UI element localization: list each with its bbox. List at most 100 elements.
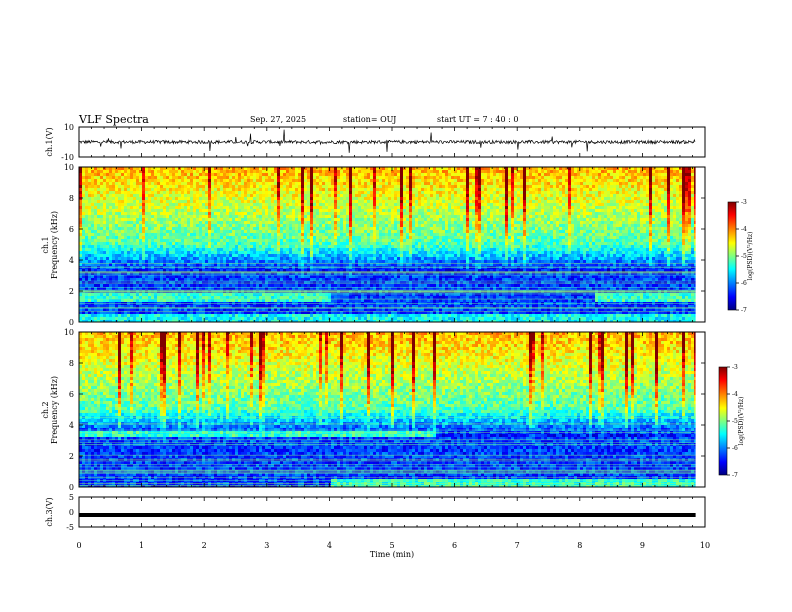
spectrogram-cell	[205, 182, 209, 186]
spectrogram-cell	[352, 215, 356, 219]
spectrogram-cell	[277, 281, 281, 285]
spectrogram-cell	[280, 266, 284, 270]
spectrogram-cell	[286, 242, 290, 246]
spectrogram-cell	[139, 227, 143, 231]
spectrogram-cell	[160, 242, 164, 246]
spectrogram-cell	[187, 257, 191, 261]
spectrogram-cell	[145, 254, 149, 258]
spectrogram-cell	[175, 194, 179, 198]
spectrogram-cell	[310, 209, 314, 213]
spectrogram-cell	[265, 236, 269, 240]
spectrogram-cell	[190, 278, 194, 282]
spectrogram-cell	[274, 257, 278, 261]
spectrogram-cell	[322, 221, 326, 225]
spectrogram-cell	[208, 176, 212, 180]
spectrogram-cell	[115, 260, 119, 264]
spectrogram-cell	[193, 233, 197, 237]
spectrogram-cell	[295, 284, 299, 288]
spectrogram-cell	[109, 203, 113, 207]
spectrogram-cell	[310, 308, 314, 312]
spectrogram-cell	[313, 209, 317, 213]
spectrogram-cell	[304, 275, 308, 279]
spectrogram-cell	[355, 182, 359, 186]
spectrogram-cell	[196, 203, 200, 207]
spectrogram-cell	[205, 308, 209, 312]
spectrogram-cell	[232, 314, 236, 318]
spectrogram-cell	[133, 167, 137, 171]
spectrogram-cell	[271, 266, 275, 270]
spectrogram-cell	[142, 176, 146, 180]
spectrogram-cell	[310, 281, 314, 285]
spectrogram-cell	[178, 287, 182, 291]
spectrogram-cell	[232, 320, 236, 322]
spectrogram-cell	[202, 233, 206, 237]
spectrogram-cell	[289, 281, 293, 285]
spectrogram-cell	[358, 293, 362, 297]
spectrogram-cell	[175, 179, 179, 183]
spectrogram-cell	[247, 203, 251, 207]
spectrogram-cell	[280, 185, 284, 189]
spectrogram-cell	[229, 239, 233, 243]
spectrogram-cell	[190, 185, 194, 189]
spectrogram-cell	[307, 179, 311, 183]
spectrogram-cell	[271, 314, 275, 318]
spectrogram-cell	[100, 272, 104, 276]
spectrogram-cell	[358, 269, 362, 273]
spectrogram-cell	[148, 284, 152, 288]
spectrogram-cell	[253, 260, 257, 264]
spectrogram-cell	[184, 317, 188, 321]
spectrogram-cell	[328, 230, 332, 234]
spectrogram-cell	[292, 182, 296, 186]
spectrogram-cell	[85, 305, 89, 309]
spectrogram-cell	[139, 254, 143, 258]
spectrogram-cell	[292, 170, 296, 174]
spectrogram-cell	[334, 320, 338, 322]
spectrogram-cell	[223, 209, 227, 213]
spectrogram-cell	[127, 305, 131, 309]
spectrogram-cell	[187, 230, 191, 234]
spectrogram-cell	[163, 179, 167, 183]
spectrogram-cell	[337, 194, 341, 198]
spectrogram-cell	[304, 299, 308, 303]
spectrogram-cell	[190, 200, 194, 204]
spectrogram-cell	[289, 191, 293, 195]
spectrogram-cell	[253, 173, 257, 177]
spectrogram-cell	[199, 281, 203, 285]
spectrogram-cell	[220, 227, 224, 231]
spectrogram-cell	[259, 200, 263, 204]
spectrogram-cell	[238, 287, 242, 291]
spectrogram-cell	[343, 224, 347, 228]
spectrogram-cell	[172, 173, 176, 177]
spectrogram-cell	[166, 281, 170, 285]
spectrogram-cell	[268, 239, 272, 243]
spectrogram-cell	[166, 167, 170, 171]
spectrogram-cell	[118, 269, 122, 273]
spectrogram-cell	[79, 320, 83, 322]
spectrogram-cell	[301, 296, 305, 300]
spectrogram-cell	[163, 170, 167, 174]
spectrogram-cell	[226, 209, 230, 213]
spectrogram-cell	[124, 206, 128, 210]
spectrogram-cell	[298, 227, 302, 231]
spectrogram-cell	[259, 221, 263, 225]
spectrogram-cell	[283, 251, 287, 255]
spectrogram-cell	[337, 242, 341, 246]
spectrogram-cell	[136, 305, 140, 309]
spectrogram-cell	[298, 233, 302, 237]
spectrogram-cell	[118, 227, 122, 231]
spectrogram-cell	[157, 305, 161, 309]
spectrogram-cell	[166, 209, 170, 213]
spectrogram-cell	[148, 221, 152, 225]
spectrogram-cell	[298, 248, 302, 252]
spectrogram-cell	[193, 254, 197, 258]
spectrogram-cell	[169, 293, 173, 297]
spectrogram-cell	[268, 173, 272, 177]
spectrogram-cell	[124, 275, 128, 279]
spectrogram-cell	[79, 230, 83, 234]
spectrogram-cell	[316, 284, 320, 288]
spectrogram-cell	[298, 317, 302, 321]
spectrogram-cell	[295, 245, 299, 249]
spectrogram-cell	[211, 236, 215, 240]
spectrogram-cell	[220, 314, 224, 318]
spectrogram-cell	[97, 284, 101, 288]
